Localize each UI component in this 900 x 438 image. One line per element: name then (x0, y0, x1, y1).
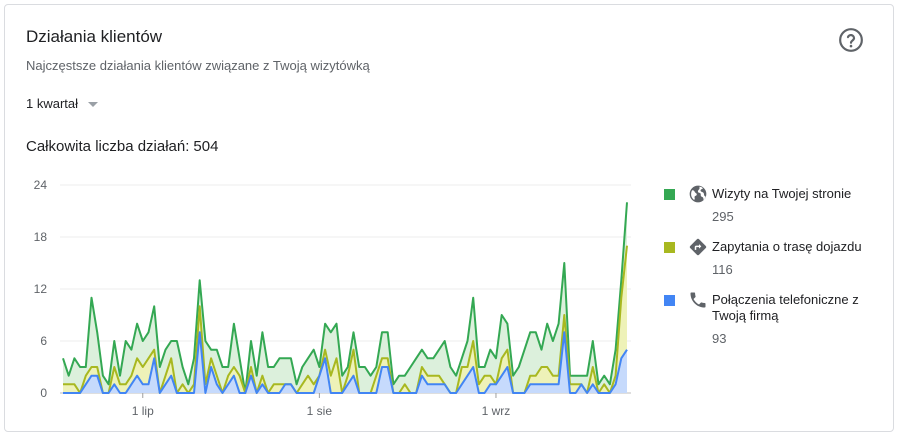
y-tick-label: 12 (34, 282, 48, 296)
legend-swatch-website (664, 189, 675, 200)
total-value: 504 (193, 138, 219, 155)
legend-label-calls: Połączenia telefoniczne z Twoją firmą (712, 292, 859, 323)
x-tick-label: 1 lip (132, 404, 154, 418)
globe-icon (689, 185, 707, 203)
series-area-2 (63, 202, 627, 393)
series-line-2 (62, 202, 628, 394)
y-tick-label: 0 (40, 386, 47, 400)
total-actions: Całkowita liczba działań: 504 (26, 138, 218, 155)
y-tick-label: 24 (34, 178, 48, 192)
legend-swatch-calls (664, 295, 675, 306)
legend-label-website: Wizyty na Twojej stronie (712, 186, 852, 201)
y-tick-label: 6 (40, 334, 47, 348)
phone-icon (690, 292, 706, 308)
period-selected-value: 1 kwartał (26, 96, 79, 111)
chevron-down-icon (88, 101, 99, 107)
help-circle-icon[interactable] (838, 27, 864, 53)
directions-icon (689, 238, 707, 256)
period-dropdown[interactable]: 1 kwartał (26, 96, 99, 111)
card-subtitle: Najczęstsze działania klientów związane … (26, 58, 370, 73)
series-line-0 (63, 331, 628, 394)
legend-swatch-directions (664, 242, 675, 253)
legend-value-calls: 93 (712, 331, 727, 346)
total-label: Całkowita liczba działań: (26, 138, 190, 155)
x-tick-label: 1 wrz (482, 404, 511, 418)
legend-label-directions: Zapytania o trasę dojazdu (712, 239, 862, 254)
y-tick-label: 18 (34, 230, 48, 244)
actions-chart: 0 6 12 18 24 1 lip 1 sie 1 wrz (34, 178, 631, 418)
x-tick-label: 1 sie (307, 404, 333, 418)
customer-actions-card: Działania klientów Najczęstsze działania… (4, 4, 894, 432)
legend-value-directions: 116 (712, 262, 733, 277)
card-title: Działania klientów (26, 27, 163, 46)
legend-value-website: 295 (712, 209, 734, 224)
